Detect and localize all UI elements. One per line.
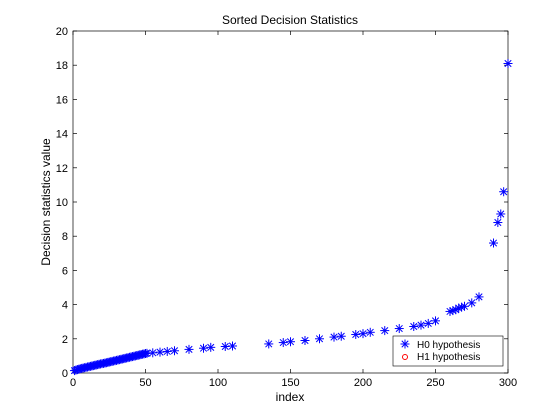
- h0-point: [148, 348, 158, 358]
- h0-point: [380, 326, 390, 336]
- h0-point: [431, 316, 440, 326]
- h0-point: [451, 305, 461, 315]
- y-tick-label: 20: [56, 26, 68, 38]
- legend: H0 hypothesis H1 hypothesis: [392, 335, 504, 367]
- y-axis-label: Decision statistics value: [39, 138, 53, 266]
- y-tick-label: 6: [62, 265, 68, 277]
- h0-point: [493, 218, 503, 228]
- x-tick-label: 250: [426, 377, 444, 389]
- x-tick-label: 0: [70, 377, 76, 389]
- chart-title: Sorted Decision Statistics: [222, 13, 358, 27]
- h0-point: [416, 320, 426, 330]
- y-tick-label: 8: [62, 231, 68, 243]
- h0-point: [423, 318, 433, 328]
- y-tick-label: 0: [62, 368, 68, 380]
- h0-point: [329, 332, 339, 342]
- legend-h1-label: H1 hypothesis: [417, 352, 480, 363]
- h0-point: [496, 209, 506, 219]
- h0-point: [199, 343, 208, 353]
- plot-area: [72, 30, 509, 374]
- x-tick-label: 200: [354, 377, 372, 389]
- legend-h0-label: H0 hypothesis: [417, 340, 480, 351]
- h0-point: [351, 330, 361, 340]
- h0-point: [467, 298, 477, 308]
- y-tick-label: 14: [56, 129, 68, 141]
- y-tick-label: 10: [56, 197, 68, 209]
- x-tick-label: 50: [139, 377, 151, 389]
- y-tick-label: 16: [56, 94, 68, 106]
- h0-point: [206, 342, 216, 352]
- legend-h1-marker: [402, 354, 408, 360]
- h0-point: [300, 336, 310, 346]
- h0-point: [278, 338, 288, 348]
- x-axis-ticks: 0 50 100 150 200 250 300: [70, 31, 517, 389]
- x-tick-label: 100: [209, 377, 227, 389]
- legend-box: [392, 335, 504, 367]
- h0-point: [220, 341, 230, 351]
- x-axis-label: index: [276, 390, 305, 404]
- h0-point: [228, 341, 237, 351]
- y-tick-label: 12: [56, 163, 68, 175]
- h0-point: [409, 321, 419, 331]
- h0-point: [286, 337, 295, 347]
- h0-point: [503, 58, 513, 68]
- h0-point: [365, 327, 375, 337]
- h0-point: [489, 238, 498, 248]
- y-tick-label: 4: [62, 300, 68, 312]
- h0-point: [394, 324, 404, 334]
- h0-point: [162, 346, 172, 356]
- legend-h0-asterisk: [400, 339, 410, 349]
- h0-point: [358, 329, 368, 339]
- h0-point: [155, 347, 165, 357]
- h0-point: [315, 334, 324, 344]
- y-tick-label: 2: [62, 334, 68, 346]
- h0-series-markers: [69, 58, 513, 376]
- x-tick-label: 300: [499, 377, 517, 389]
- h0-point: [264, 339, 274, 349]
- h0-point: [142, 348, 152, 358]
- h0-point: [184, 344, 194, 354]
- h0-point: [170, 346, 179, 356]
- x-tick-label: 150: [281, 377, 299, 389]
- legend-h0-marker: [400, 339, 410, 349]
- y-axis-ticks: 0 2 4 6 8 10 12 14 16 18 20: [56, 26, 508, 380]
- h0-point: [460, 301, 469, 311]
- legend-h1-circle: [402, 354, 408, 360]
- y-tick-label: 18: [56, 60, 68, 72]
- h0-point: [336, 331, 346, 341]
- h0-point: [474, 292, 484, 302]
- h0-point: [499, 187, 509, 197]
